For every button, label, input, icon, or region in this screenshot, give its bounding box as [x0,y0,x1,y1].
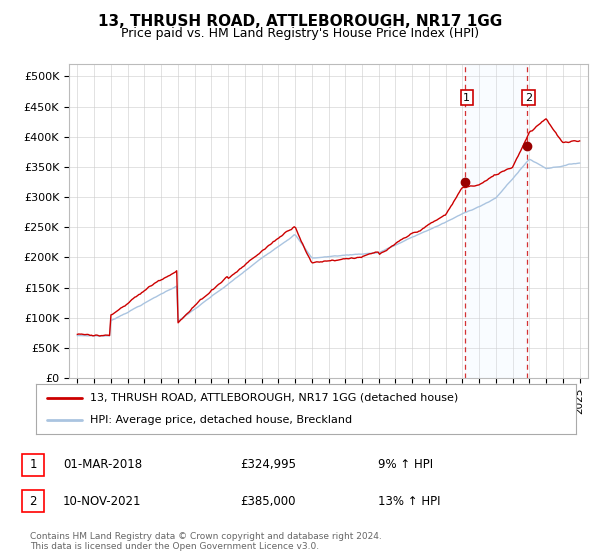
Text: £385,000: £385,000 [240,494,296,508]
Text: £324,995: £324,995 [240,458,296,472]
Bar [465,64,527,378]
Text: 2: 2 [525,92,532,102]
Text: 13, THRUSH ROAD, ATTLEBOROUGH, NR17 1GG (detached house): 13, THRUSH ROAD, ATTLEBOROUGH, NR17 1GG … [90,393,458,403]
Text: Price paid vs. HM Land Registry's House Price Index (HPI): Price paid vs. HM Land Registry's House … [121,27,479,40]
Text: 1: 1 [29,458,37,472]
Text: 10-NOV-2021: 10-NOV-2021 [63,494,142,508]
Text: 9% ↑ HPI: 9% ↑ HPI [378,458,433,472]
Text: Contains HM Land Registry data © Crown copyright and database right 2024.
This d: Contains HM Land Registry data © Crown c… [30,532,382,552]
Text: 13, THRUSH ROAD, ATTLEBOROUGH, NR17 1GG: 13, THRUSH ROAD, ATTLEBOROUGH, NR17 1GG [98,14,502,29]
Text: HPI: Average price, detached house, Breckland: HPI: Average price, detached house, Brec… [90,415,352,425]
Text: 1: 1 [463,92,470,102]
Text: 01-MAR-2018: 01-MAR-2018 [63,458,142,472]
Text: 2: 2 [29,494,37,508]
Text: 13% ↑ HPI: 13% ↑ HPI [378,494,440,508]
